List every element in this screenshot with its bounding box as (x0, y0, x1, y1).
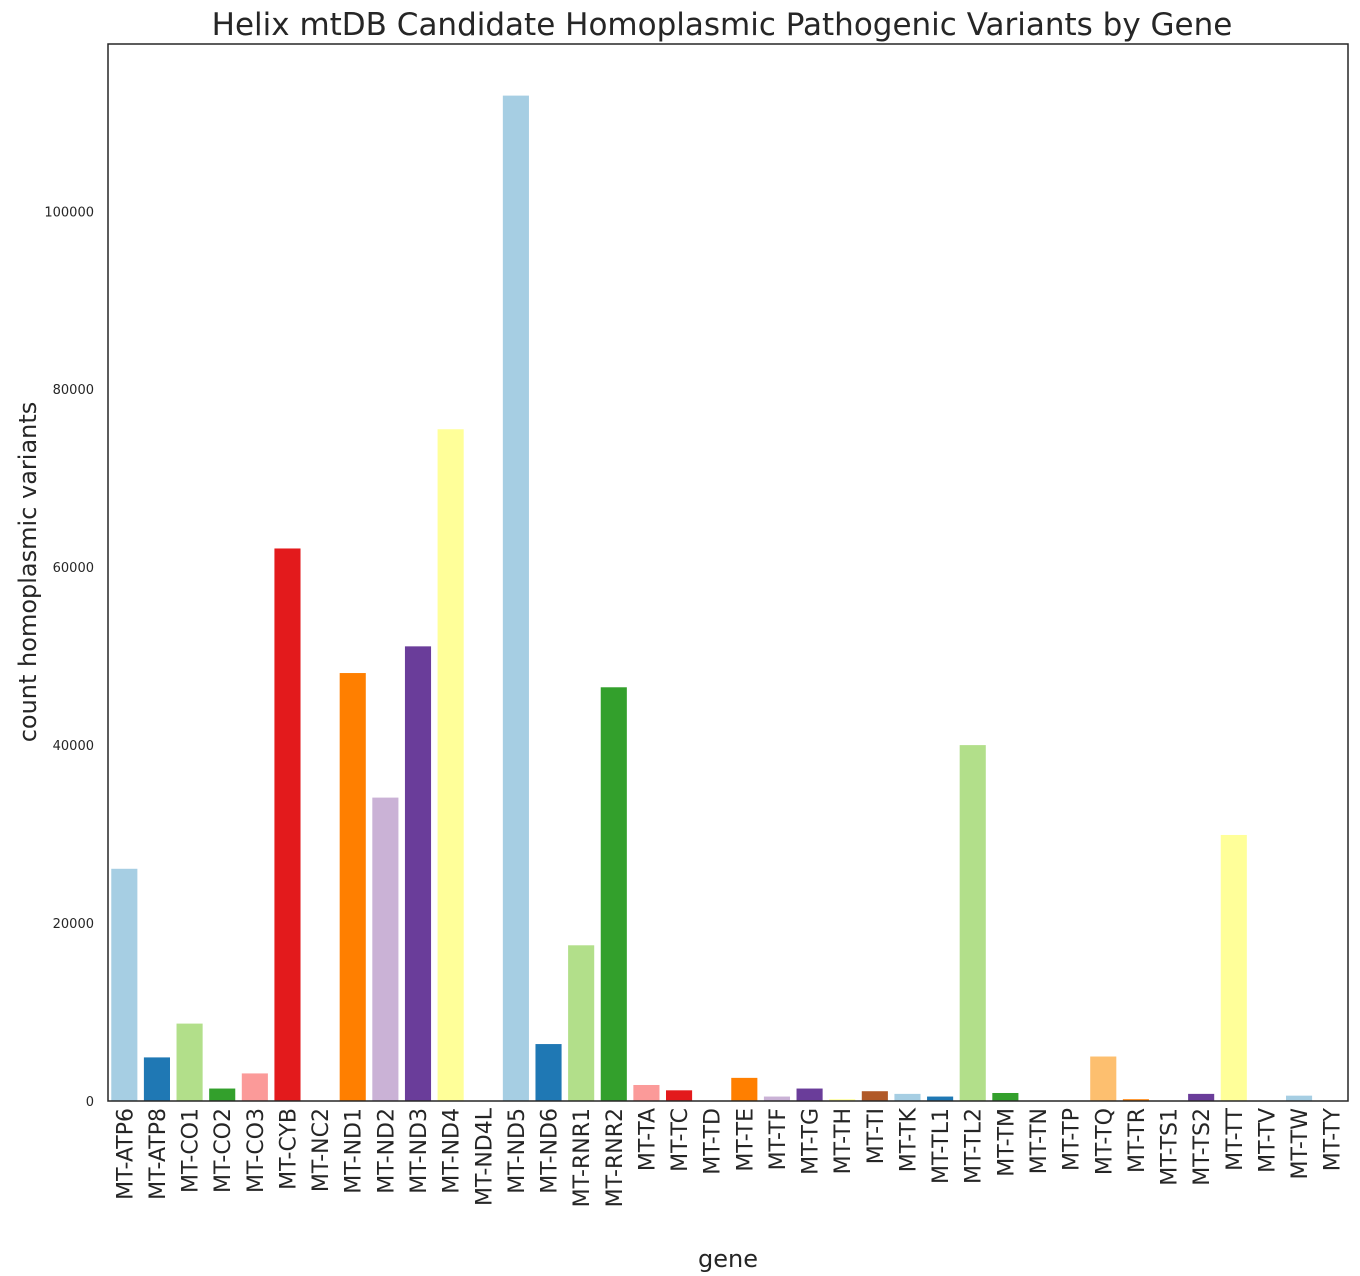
bar-mt-co1 (176, 1023, 203, 1101)
x-tick-label: MT-CO3 (244, 1108, 269, 1193)
x-tick-label: MT-TF (766, 1108, 791, 1170)
x-tick-label: MT-ND1 (342, 1108, 367, 1194)
y-tick-label: 80000 (53, 383, 94, 398)
x-tick-label: MT-ND2 (374, 1108, 399, 1194)
x-tick-label: MT-RNR2 (603, 1108, 628, 1207)
x-tick-label: MT-TM (994, 1108, 1019, 1177)
bar-mt-tl1 (927, 1096, 954, 1101)
x-tick-label: MT-TL2 (962, 1108, 987, 1184)
x-tick-label: MT-TR (1125, 1108, 1150, 1173)
x-tick-label: MT-TN (1027, 1108, 1052, 1174)
bar-mt-tq (1090, 1056, 1117, 1101)
bar-mt-tt (1220, 834, 1247, 1101)
bar-mt-co3 (241, 1073, 268, 1101)
x-tick-label: MT-TA (635, 1108, 660, 1171)
x-tick-label: MT-TT (1223, 1107, 1248, 1170)
x-tick-label: MT-TD (701, 1108, 726, 1175)
bar-mt-nd1 (339, 673, 366, 1101)
x-axis-label: gene (698, 1245, 758, 1273)
bar-mt-cyb (274, 548, 301, 1101)
bar-mt-tk (894, 1093, 921, 1101)
plot-frame (107, 43, 1349, 1102)
bar-mt-ts2 (1188, 1093, 1215, 1101)
bar-mt-nd4 (437, 429, 464, 1101)
bars-layer (111, 95, 1313, 1102)
bar-mt-ti (861, 1091, 888, 1101)
bar-mt-rnr1 (568, 945, 595, 1101)
bar-mt-nd6 (535, 1044, 562, 1101)
x-tick-label: MT-TI (864, 1108, 889, 1164)
x-tick-label: MT-TY (1321, 1107, 1346, 1171)
bar-mt-atp8 (143, 1057, 170, 1101)
bar-mt-tw (1286, 1095, 1313, 1101)
bar-mt-tm (992, 1092, 1019, 1101)
x-tick-label: MT-TG (799, 1108, 824, 1175)
x-tick-label: MT-CO2 (211, 1108, 236, 1193)
y-tick-label: 60000 (53, 561, 94, 576)
x-tick-label: MT-TV (1255, 1108, 1280, 1173)
x-tick-label: MT-CO1 (179, 1108, 204, 1193)
y-axis-label: count homoplasmic variants (14, 402, 42, 743)
y-tick-label: 0 (86, 1095, 94, 1110)
y-axis-ticks: 0 20000 40000 60000 80000 100000 (44, 205, 94, 1110)
bar-mt-tl2 (959, 745, 986, 1101)
bar-mt-atp6 (111, 868, 138, 1101)
bar-mt-rnr2 (600, 687, 627, 1101)
y-tick-label: 40000 (53, 739, 94, 754)
chart-title: Helix mtDB Candidate Homoplasmic Pathoge… (212, 7, 1233, 43)
x-tick-label: MT-ATP8 (146, 1108, 171, 1200)
x-tick-label: MT-ND4L (472, 1107, 497, 1206)
x-tick-label: MT-NC2 (309, 1108, 334, 1192)
bar-mt-th (829, 1099, 856, 1101)
x-tick-label: MT-RNR1 (570, 1108, 595, 1207)
x-tick-label: MT-ND4 (440, 1108, 465, 1194)
x-tick-label: MT-TW (1288, 1108, 1313, 1180)
bar-mt-tg (796, 1088, 823, 1101)
x-tick-label: MT-TK (896, 1107, 921, 1172)
x-tick-label: MT-ND5 (505, 1108, 530, 1194)
x-tick-label: MT-TC (668, 1108, 693, 1172)
bar-mt-tf (763, 1096, 790, 1101)
x-tick-label: MT-ATP6 (113, 1108, 138, 1200)
bar-mt-tr (1122, 1099, 1149, 1101)
x-tick-label: MT-TH (831, 1108, 856, 1174)
y-tick-label: 100000 (44, 205, 94, 220)
x-tick-label: MT-TL1 (929, 1108, 954, 1184)
x-tick-label: MT-ND6 (538, 1108, 563, 1194)
bar-mt-nd3 (404, 646, 432, 1101)
x-tick-label: MT-TE (733, 1108, 758, 1172)
bar-mt-nd2 (372, 797, 399, 1101)
bar-mt-co2 (209, 1088, 236, 1101)
x-tick-label: MT-ND3 (407, 1108, 432, 1194)
x-tick-label: MT-TP (1060, 1108, 1085, 1171)
bar-mt-tc (666, 1090, 693, 1101)
bar-mt-ta (633, 1084, 660, 1101)
x-tick-label: MT-CYB (276, 1108, 301, 1190)
x-tick-label: MT-TS1 (1158, 1108, 1183, 1186)
bar-mt-te (731, 1077, 758, 1101)
x-tick-label: MT-TS2 (1190, 1108, 1215, 1186)
y-tick-label: 20000 (53, 917, 94, 932)
x-axis-ticks: MT-ATP6 MT-ATP8 MT-CO1 MT-CO2 MT-CO3 MT-CYB MT… (113, 1107, 1345, 1207)
bar-mt-nd5 (502, 95, 529, 1102)
x-tick-label: MT-TQ (1092, 1108, 1117, 1175)
